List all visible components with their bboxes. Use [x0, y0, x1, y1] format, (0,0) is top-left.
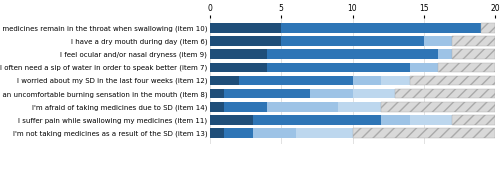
Bar: [210, 102, 224, 111]
Bar: [267, 50, 438, 59]
Bar: [352, 89, 395, 98]
Bar: [210, 63, 267, 72]
Bar: [410, 115, 452, 125]
Bar: [438, 50, 452, 59]
Bar: [452, 50, 495, 59]
Bar: [210, 128, 224, 138]
Bar: [352, 76, 381, 85]
Bar: [310, 89, 352, 98]
Bar: [424, 36, 452, 46]
Bar: [210, 89, 224, 98]
Bar: [452, 36, 495, 46]
Bar: [381, 102, 495, 111]
Bar: [281, 36, 424, 46]
Bar: [210, 50, 267, 59]
Bar: [267, 102, 338, 111]
Bar: [381, 115, 410, 125]
Bar: [224, 102, 267, 111]
Bar: [210, 23, 281, 33]
Bar: [438, 63, 495, 72]
Bar: [253, 128, 296, 138]
Bar: [481, 23, 495, 33]
Bar: [224, 128, 253, 138]
Bar: [238, 76, 352, 85]
Bar: [296, 128, 352, 138]
Bar: [452, 115, 495, 125]
Bar: [410, 63, 438, 72]
Bar: [395, 89, 495, 98]
Bar: [267, 63, 410, 72]
Bar: [352, 128, 495, 138]
Bar: [210, 115, 253, 125]
Bar: [224, 89, 310, 98]
Bar: [381, 76, 410, 85]
Bar: [338, 102, 381, 111]
Bar: [210, 36, 281, 46]
Bar: [410, 76, 495, 85]
Bar: [281, 23, 481, 33]
Bar: [253, 115, 381, 125]
Bar: [210, 76, 238, 85]
